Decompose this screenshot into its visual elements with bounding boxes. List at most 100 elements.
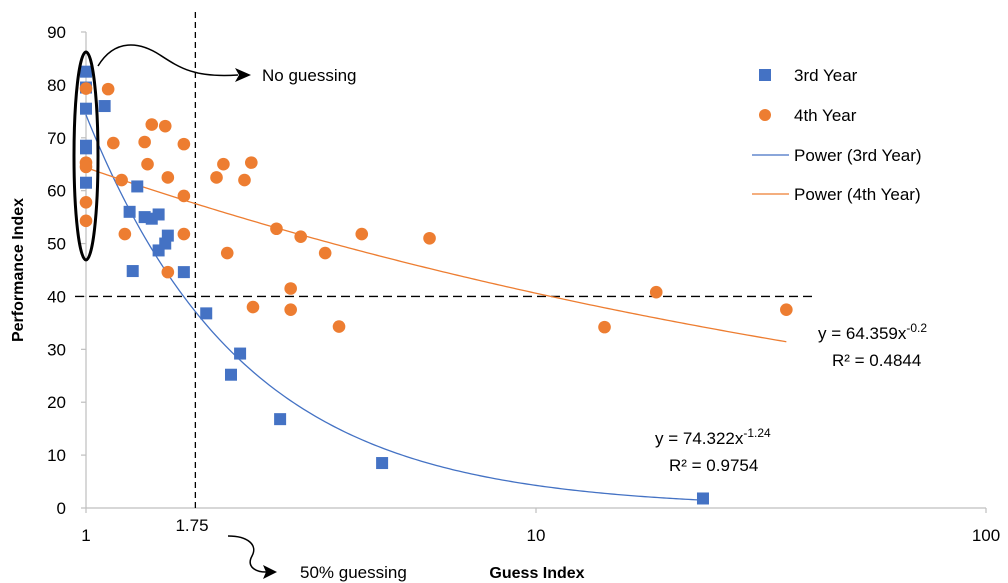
point-3rd-year [234, 347, 247, 360]
point-4th-year [598, 320, 611, 334]
no-guessing-connector [97, 44, 239, 77]
no-guessing-annotation: No guessing [72, 44, 357, 262]
point-4th-year [246, 300, 260, 314]
point-4th-year [79, 196, 93, 209]
point-3rd-year [80, 102, 92, 115]
point-4th-year [158, 119, 172, 133]
point-4th-year [79, 160, 93, 174]
legend-marker-3rd-year [759, 69, 771, 81]
equation-4th-prefix: y = 64.359x [818, 324, 907, 343]
equation-4th-text: y = 64.359x-0.2 [818, 321, 927, 343]
y-axis-title: Performance Index [10, 198, 27, 342]
point-4th-year [101, 82, 115, 96]
fifty-guessing-arrowhead [263, 565, 277, 579]
equation-3rd-year: y = 74.322x-1.24 R² = 0.9754 [655, 426, 771, 475]
ref-x-label: 1.75 [175, 516, 208, 535]
point-4th-year [238, 173, 251, 187]
equation-3rd-r2: R² = 0.9754 [669, 456, 758, 475]
point-3rd-year [224, 368, 237, 381]
point-3rd-year [274, 413, 287, 426]
point-4th-year [217, 157, 230, 171]
y-tick-label: 20 [47, 393, 66, 412]
point-4th-year [318, 246, 332, 260]
legend-label-4th-year: 4th Year [794, 106, 857, 125]
point-4th-year [294, 230, 308, 243]
y-tick-label: 0 [57, 499, 66, 518]
point-4th-year [245, 156, 258, 169]
y-tick-label: 60 [47, 182, 66, 201]
trendline-4th-year [85, 166, 787, 343]
point-4th-year [141, 157, 154, 171]
equation-4th-r2: R² = 0.4844 [832, 351, 921, 370]
fifty-guessing-connector [227, 535, 267, 573]
point-4th-year [177, 137, 191, 151]
legend-label-power-3rd: Power (3rd Year) [794, 146, 922, 165]
x-axis-title: Guess Index [489, 565, 584, 582]
legend-marker-4th-year [759, 109, 771, 121]
point-4th-year [161, 171, 175, 184]
point-3rd-year [80, 176, 92, 189]
equation-3rd-prefix: y = 74.322x [655, 429, 744, 448]
equation-3rd-text: y = 74.322x-1.24 [655, 426, 771, 448]
y-tick-marks: 0 10 20 30 40 50 60 70 80 90 [47, 23, 86, 518]
point-4th-year [79, 214, 93, 228]
no-guessing-arrowhead [235, 68, 251, 82]
point-3rd-year [152, 208, 165, 221]
legend: 3rd Year 4th Year Power (3rd Year) Power… [752, 66, 922, 204]
no-guessing-label: No guessing [262, 66, 357, 85]
point-4th-year [649, 285, 663, 299]
point-3rd-year [200, 307, 213, 320]
equation-4th-exponent: -0.2 [906, 321, 927, 335]
y-tick-label: 40 [47, 287, 66, 306]
point-3rd-year [177, 266, 190, 279]
point-4th-year [115, 173, 128, 187]
point-4th-year [138, 135, 151, 149]
point-3rd-year [376, 457, 389, 470]
point-3rd-year [126, 265, 139, 278]
y-tick-label: 30 [47, 340, 66, 359]
point-4th-year [220, 246, 234, 260]
point-3rd-year [131, 180, 144, 193]
point-4th-year [423, 231, 436, 245]
fifty-guessing-label: 50% guessing [300, 563, 407, 582]
x-tick-label: 10 [527, 526, 546, 545]
point-3rd-year [696, 492, 709, 505]
y-tick-label: 80 [47, 76, 66, 95]
x-tick-label: 100 [972, 526, 1000, 545]
point-4th-year [210, 171, 223, 184]
fifty-guessing-annotation: 50% guessing [227, 535, 407, 582]
y-tick-label: 50 [47, 235, 66, 254]
point-3rd-year [152, 244, 165, 257]
point-3rd-year [80, 142, 92, 155]
point-4th-year [161, 265, 175, 279]
point-4th-year [107, 136, 120, 150]
y-tick-label: 70 [47, 129, 66, 148]
point-3rd-year [161, 229, 174, 242]
point-4th-year [284, 303, 297, 316]
point-4th-year [355, 227, 369, 241]
point-4th-year [177, 189, 191, 203]
y-tick-label: 10 [47, 446, 66, 465]
legend-label-3rd-year: 3rd Year [794, 66, 858, 85]
data-points [79, 65, 793, 505]
point-4th-year [284, 282, 297, 295]
point-4th-year [177, 227, 191, 241]
point-4th-year [780, 303, 793, 316]
reference-lines [75, 12, 812, 508]
point-3rd-year [80, 65, 92, 78]
point-4th-year [145, 118, 159, 131]
point-4th-year [118, 227, 132, 241]
axes: 0 10 20 30 40 50 60 70 80 90 1 10 100 [47, 23, 1000, 545]
y-tick-label: 90 [47, 23, 66, 42]
trendlines [85, 114, 787, 502]
point-4th-year [270, 222, 283, 236]
x-tick-label: 1 [81, 526, 90, 545]
trendline-3rd-year [85, 114, 708, 502]
point-4th-year [79, 82, 93, 95]
x-tick-marks: 1 10 100 [81, 508, 1000, 545]
point-3rd-year [98, 100, 111, 113]
no-guessing-ellipse [72, 50, 100, 262]
point-4th-year [332, 320, 346, 333]
equation-3rd-exponent: -1.24 [743, 426, 771, 440]
